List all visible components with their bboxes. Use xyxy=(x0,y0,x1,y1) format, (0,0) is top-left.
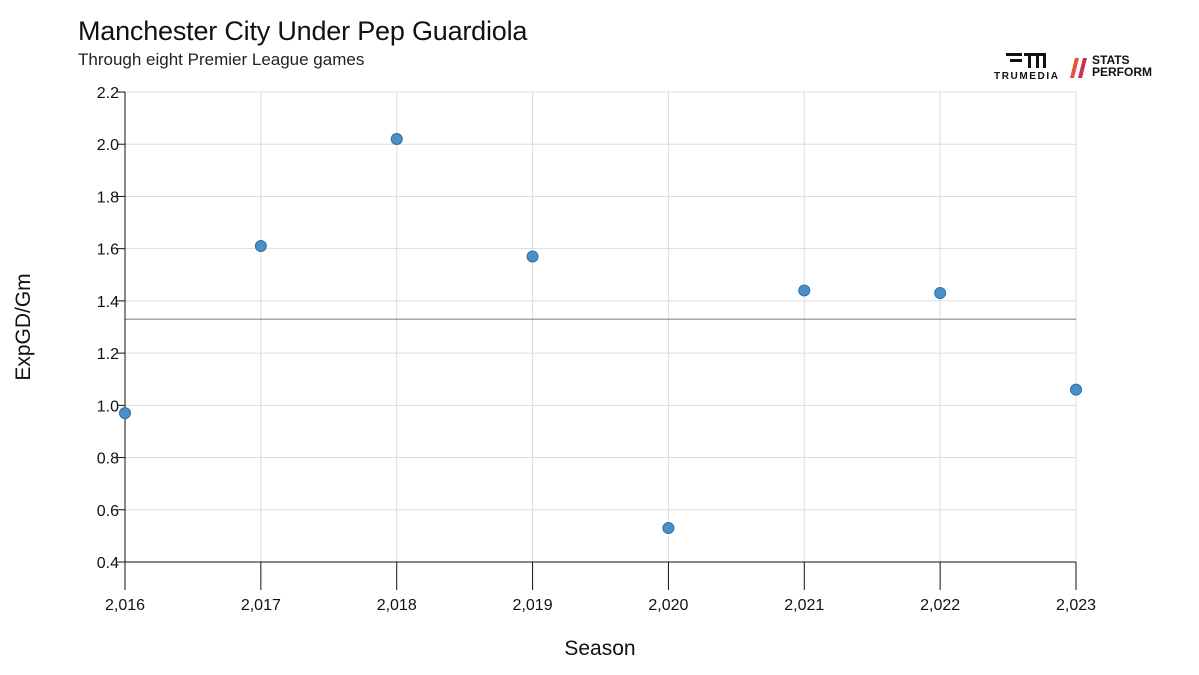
y-tick-label: 0.8 xyxy=(97,451,119,468)
trumedia-logo: TRUMEDIA xyxy=(994,50,1064,86)
y-tick-label: 1.4 xyxy=(97,294,119,311)
trumedia-wordmark: TRUMEDIA xyxy=(994,71,1060,82)
chart-title: Manchester City Under Pep Guardiola xyxy=(78,16,528,46)
x-tick-label: 2,022 xyxy=(920,597,960,614)
data-point xyxy=(1070,383,1082,396)
data-point xyxy=(119,407,131,420)
x-axis-label: Season xyxy=(564,637,635,660)
y-axis-label: ExpGD/Gm xyxy=(12,273,35,380)
x-tick-label: 2,016 xyxy=(105,597,145,614)
x-tick-label: 2,017 xyxy=(241,597,281,614)
y-tick-label: 2.2 xyxy=(97,85,119,102)
grid xyxy=(124,91,1077,563)
data-point xyxy=(798,284,811,297)
y-tick-label: 2.0 xyxy=(97,137,119,154)
stats-perform-line2: PERFORM xyxy=(1092,65,1152,79)
y-tick-label: 1.2 xyxy=(97,346,119,363)
y-tick-label: 1.6 xyxy=(97,242,119,259)
axes: 0.4 0.6 0.8 1.0 1.2 1.4 1.6 1.8 2.0 2.2 2,016 2,017… xyxy=(97,85,1096,614)
x-tick-label: 2,021 xyxy=(784,597,824,614)
data-point xyxy=(526,250,539,263)
x-tick-label: 2,018 xyxy=(377,597,417,614)
stats-perform-logo: STATS PERFORM xyxy=(1070,54,1170,86)
data-point xyxy=(390,133,403,145)
stats-perform-wordmark: STATS PERFORM xyxy=(1092,54,1152,78)
y-tick-label: 1.0 xyxy=(97,398,119,415)
data-point xyxy=(254,240,267,253)
stats-perform-slashes-icon xyxy=(1070,58,1087,78)
logos: TRUMEDIA STATS PERFORM xyxy=(990,50,1170,90)
x-tick-label: 2,023 xyxy=(1056,597,1096,614)
data-point xyxy=(934,287,947,300)
y-tick-label: 0.4 xyxy=(97,555,119,572)
chart-subtitle: Through eight Premier League games xyxy=(78,50,365,69)
y-tick-label: 0.6 xyxy=(97,503,119,520)
stats-perform-line1: STATS xyxy=(1092,53,1130,67)
x-tick-label: 2,019 xyxy=(513,597,553,614)
data-point xyxy=(662,522,675,535)
trumedia-mark-icon xyxy=(1006,53,1046,68)
x-tick-label: 2,020 xyxy=(648,597,688,614)
data-points xyxy=(119,133,1082,535)
y-tick-label: 1.8 xyxy=(97,189,119,206)
